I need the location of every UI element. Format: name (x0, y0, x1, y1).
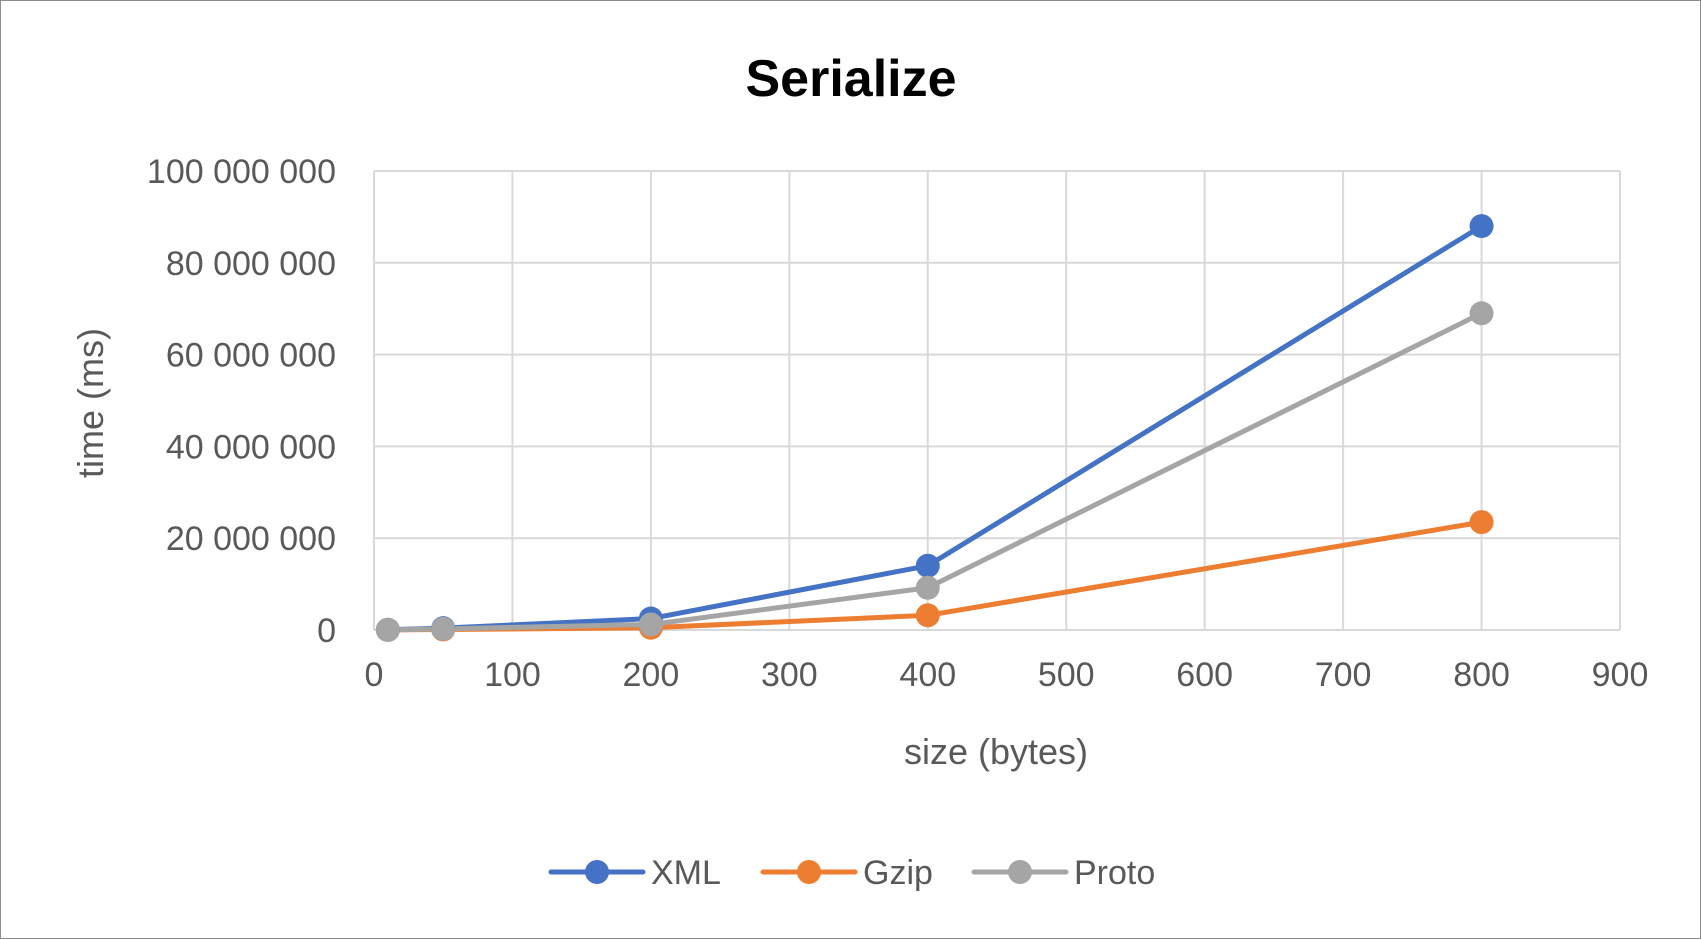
x-tick-label: 300 (761, 656, 818, 694)
x-tick-label: 900 (1592, 656, 1649, 694)
data-point-proto (431, 616, 456, 641)
x-tick-label: 0 (365, 656, 384, 694)
legend-label: Gzip (863, 854, 933, 892)
axes: 0 20 000 000 40 000 000 60 000 000 80 000 00… (147, 153, 1648, 694)
data-point-xml (915, 553, 940, 578)
legend-marker-gzip (797, 860, 821, 884)
y-tick-label: 60 000 000 (166, 337, 336, 375)
grid (373, 170, 1621, 631)
y-tick-label: 40 000 000 (166, 428, 336, 466)
data-points (375, 214, 1494, 642)
y-tick-label: 100 000 000 (147, 153, 336, 191)
x-tick-label: 800 (1453, 656, 1510, 694)
x-tick-label: 500 (1038, 656, 1095, 694)
data-point-gzip (915, 603, 940, 628)
data-point-proto (1469, 301, 1494, 326)
y-tick-label: 80 000 000 (166, 245, 336, 283)
x-tick-label: 200 (623, 656, 680, 694)
x-tick-label: 600 (1176, 656, 1233, 694)
legend-label: XML (651, 854, 721, 892)
legend: XML Gzip Proto (548, 854, 1155, 892)
legend-marker-xml (585, 860, 609, 884)
data-point-proto (638, 612, 663, 637)
legend-label: Proto (1074, 854, 1155, 892)
legend-marker-proto (1008, 860, 1032, 884)
legend-item-proto: Proto (971, 854, 1155, 892)
x-tick-label: 400 (899, 656, 956, 694)
x-tick-label: 100 (484, 656, 541, 694)
data-point-xml (1469, 214, 1494, 239)
x-axis-title: size (bytes) (904, 731, 1088, 772)
legend-item-gzip: Gzip (760, 854, 933, 892)
x-tick-label: 700 (1315, 656, 1372, 694)
data-point-gzip (1469, 510, 1494, 535)
chart-title: Serialize (745, 50, 956, 108)
y-axis-title: time (ms) (70, 328, 111, 478)
data-point-proto (915, 575, 940, 600)
y-tick-label: 20 000 000 (166, 520, 336, 558)
y-tick-label: 0 (317, 612, 336, 650)
data-point-proto (375, 617, 400, 642)
legend-item-xml: XML (548, 854, 721, 892)
